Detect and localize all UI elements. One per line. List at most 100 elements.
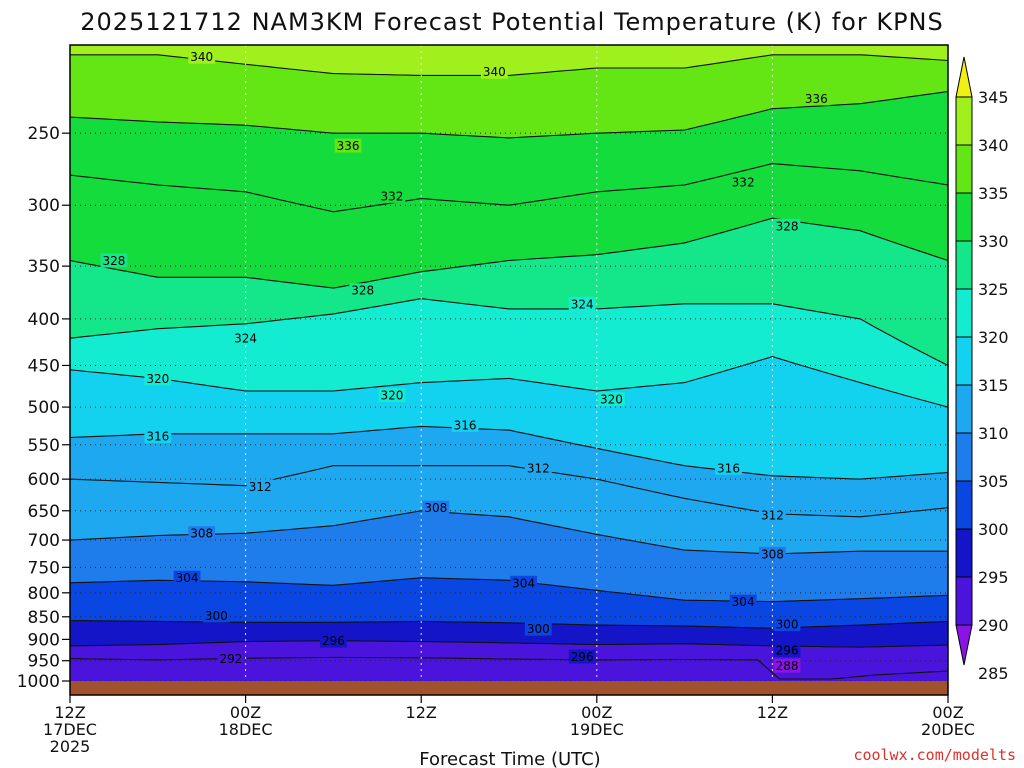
contour-line: [70, 577, 948, 603]
contour-label: 296: [776, 644, 799, 658]
colorbar-swatch: [955, 96, 973, 146]
x-axis-label: Forecast Time (UTC): [419, 749, 600, 768]
contour-label-bg: [349, 283, 377, 298]
x-tick-label: 00Z: [230, 703, 261, 722]
colorbar-label: 340: [978, 136, 1009, 155]
contour-label-bg: [510, 575, 538, 590]
y-tick-label: 650: [28, 502, 60, 522]
y-tick-label: 750: [28, 558, 60, 578]
contour-label-bg: [759, 508, 786, 523]
contour-line: [70, 656, 948, 680]
contour-label-bg: [422, 500, 450, 515]
contour-label-bg: [188, 526, 216, 541]
contour-label-bg: [773, 617, 801, 632]
contour-label: 332: [732, 176, 755, 190]
contour-line: [70, 217, 948, 289]
contour-label-bg: [144, 429, 172, 444]
contour-label-bg: [568, 296, 596, 311]
colorbar-label: 325: [978, 280, 1009, 299]
y-tick-label: 600: [28, 470, 60, 490]
contour-label-bg: [729, 175, 757, 190]
colorbar-label: 295: [978, 568, 1009, 587]
x-tick-label: 12Z: [54, 703, 85, 722]
x-tick-label: 19DEC: [570, 720, 624, 739]
contour-label: 304: [512, 576, 535, 590]
contour-label-bg: [773, 218, 801, 233]
colorbar-swatch: [955, 336, 973, 386]
y-tick-label: 700: [28, 531, 60, 551]
contour-label-bg: [524, 460, 552, 475]
filled-band: [70, 657, 948, 681]
contour-label-bg: [144, 371, 172, 386]
contour-line: [70, 163, 948, 213]
y-tick-label: 400: [28, 310, 60, 330]
x-tick-label: 2025: [50, 737, 91, 756]
x-tick-label: 12Z: [757, 703, 788, 722]
colorbar-label: 310: [978, 424, 1009, 443]
filled-bands: [70, 54, 948, 681]
contour-label: 320: [380, 389, 403, 403]
y-tick-label: 850: [28, 608, 60, 628]
x-tick-label: 00Z: [932, 703, 963, 722]
contour-label-bg: [480, 64, 508, 79]
colorbar-swatch: [955, 240, 973, 290]
ground-strip: [70, 681, 948, 695]
colorbar-label: 335: [978, 184, 1009, 203]
contour-label-bg: [378, 188, 406, 203]
y-tick-label: 800: [28, 584, 60, 604]
contour-label-bg: [320, 633, 347, 648]
contour-label: 328: [351, 284, 374, 298]
x-tick-label: 17DEC: [43, 720, 97, 739]
contour-label: 328: [102, 254, 125, 268]
contour-label: 336: [805, 92, 828, 106]
contour-label: 320: [600, 393, 623, 407]
contour-label: 300: [205, 609, 228, 623]
y-tick-label: 450: [28, 356, 60, 376]
contour-label: 288: [776, 659, 799, 673]
contour-label: 320: [146, 372, 169, 386]
contour-label: 300: [527, 622, 550, 636]
colorbar-label: 290: [978, 616, 1009, 635]
colorbar-swatch: [955, 288, 973, 338]
y-tick-label: 900: [28, 630, 60, 650]
contour-label-bg: [173, 570, 201, 585]
y-tick-label: 950: [28, 652, 60, 672]
contour-label-bg: [232, 331, 259, 346]
y-axis: 2503003504004505005506006507007508008509…: [17, 124, 70, 692]
colorbar-label: 305: [978, 472, 1009, 491]
colorbar-label: 330: [978, 232, 1009, 251]
chart-title: 2025121712 NAM3KM Forecast Potential Tem…: [80, 8, 943, 36]
colorbar-swatch: [955, 624, 973, 666]
contour-label: 304: [176, 571, 199, 585]
credit-text[interactable]: coolwx.com/modelts: [853, 746, 1016, 764]
colorbar-swatch: [955, 480, 973, 530]
contour-line: [70, 425, 948, 480]
contour-label: 324: [234, 332, 257, 346]
contour-label-bg: [378, 388, 406, 403]
colorbar-label: 320: [978, 328, 1009, 347]
contour-label: 340: [190, 50, 213, 64]
contour-label: 340: [483, 65, 506, 79]
colorbar-swatch: [955, 56, 973, 98]
contour-label: 332: [380, 189, 403, 203]
contour-line: [70, 90, 948, 139]
colorbar-label: 300: [978, 520, 1009, 539]
contour-line: [70, 640, 948, 648]
contour-label: 324: [571, 297, 594, 311]
contour-label: 336: [337, 139, 360, 153]
x-tick-label: 12Z: [406, 703, 437, 722]
contour-label-bg: [598, 392, 625, 407]
contour-labels: 340 340 336 336 332 332 328 328 328 324 324 320 320 3…: [100, 49, 830, 673]
contour-label: 316: [146, 430, 169, 444]
colorbar-swatch: [955, 192, 973, 242]
colorbar: 345 340 335 330 325 320 315 310 305 300 295 290 285: [955, 56, 1009, 683]
contour-label: 304: [732, 595, 755, 609]
contour-label-bg: [217, 651, 245, 666]
contour-label-bg: [759, 546, 786, 561]
contour-label-bg: [334, 138, 362, 153]
contour-line: [70, 298, 948, 366]
contour-label: 296: [571, 650, 594, 664]
contour-label-bg: [451, 417, 479, 432]
